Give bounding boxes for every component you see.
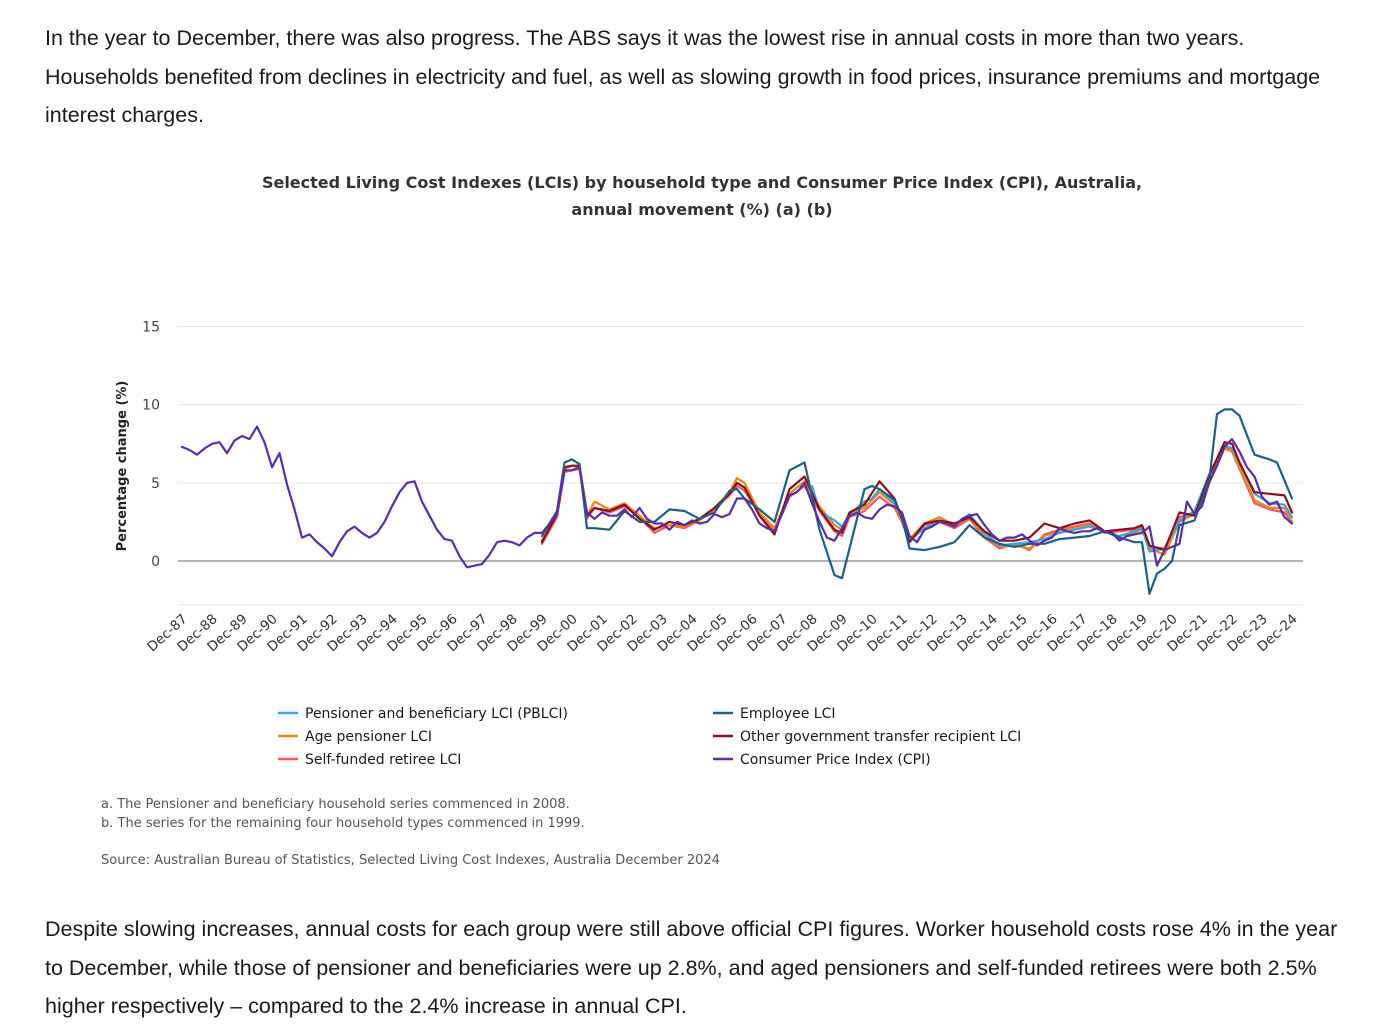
living-cost-chart: Selected Living Cost Indexes (LCIs) by h… [101,173,1303,868]
legend-label: Age pensioner LCI [305,729,432,745]
y-tick-label: 15 [142,320,160,336]
series-lines [180,408,1294,595]
footnote-a: a. The Pensioner and beneficiary househo… [101,797,570,812]
chart-title: Selected Living Cost Indexes (LCIs) by h… [262,173,1142,192]
source-note: Source: Australian Bureau of Statistics,… [101,853,720,868]
y-axis-ticks: 0 5 10 15 [142,320,160,570]
chart-legend: Pensioner and beneficiary LCI (PBLCI) Age… [278,706,1021,768]
grid-lines [178,326,1303,606]
y-tick-label: 10 [142,398,160,414]
footnote-b: b. The series for the remaining four hou… [101,816,585,831]
y-axis-label: Percentage change (%) [115,381,130,552]
legend-label: Pensioner and beneficiary LCI (PBLCI) [305,706,568,722]
legend-label: Employee LCI [740,706,836,722]
legend-label: Consumer Price Index (CPI) [740,752,931,768]
legend-label: Self-funded retiree LCI [305,752,461,768]
chart-subtitle: annual movement (%) (a) (b) [571,200,832,219]
series-line [180,425,1294,569]
y-tick-label: 5 [151,476,160,492]
series-line [540,408,1294,595]
y-tick-label: 0 [151,554,160,570]
conclusion-paragraph: Despite slowing increases, annual costs … [45,917,1338,1018]
x-axis-ticks: Dec-87Dec-88Dec-89Dec-90Dec-91Dec-92Dec-… [144,611,1301,655]
legend-label: Other government transfer recipient LCI [740,729,1021,745]
intro-paragraph: In the year to December, there was also … [45,26,1321,127]
